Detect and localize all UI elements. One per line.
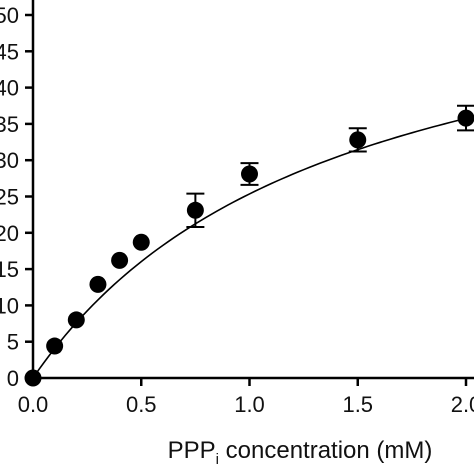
y-tick-label: 5 — [7, 330, 19, 355]
error-bars — [186, 104, 474, 228]
data-point — [111, 251, 129, 269]
x-tick-label: 0.5 — [126, 392, 157, 417]
y-tick-label: 30 — [0, 148, 19, 173]
x-tick-label: 1.0 — [234, 392, 265, 417]
data-point — [67, 311, 85, 329]
y-tick-label: 50 — [0, 3, 19, 28]
data-point — [457, 109, 474, 127]
y-tick-label: 40 — [0, 76, 19, 101]
x-tick-label: 0.0 — [18, 392, 49, 417]
data-point — [24, 369, 42, 387]
fit-curve — [32, 117, 467, 379]
fit-curve-group — [32, 117, 467, 379]
ticks: 0 5 10 15 20 25 30 35 40 45 50 0.0 0.5 1.0 1.5 2.0 — [0, 3, 474, 417]
data-point — [241, 165, 258, 183]
x-axis-title-rest: concentration (mM) — [219, 437, 432, 464]
data-point — [132, 233, 150, 251]
y-tick-label: 15 — [0, 257, 19, 282]
x-axis-title-subscript: i — [216, 451, 219, 468]
data-points — [24, 109, 474, 387]
data-point — [349, 131, 367, 149]
y-tick-label: 35 — [0, 112, 19, 137]
y-tick-label: 25 — [0, 185, 19, 210]
x-tick-label: 2.0 — [451, 392, 474, 417]
data-point — [186, 201, 204, 219]
y-tick-label: 45 — [0, 39, 19, 64]
x-axis-title: PPPi concentration (mM) — [168, 437, 433, 468]
data-point — [46, 337, 64, 355]
y-tick-label: 20 — [0, 221, 19, 246]
y-tick-label: 10 — [0, 293, 19, 318]
x-axis-title-main: PPP — [168, 437, 216, 464]
axes — [31, 0, 474, 380]
y-tick-label: 0 — [7, 366, 19, 391]
x-tick-label: 1.5 — [342, 392, 373, 417]
data-point — [89, 275, 107, 293]
